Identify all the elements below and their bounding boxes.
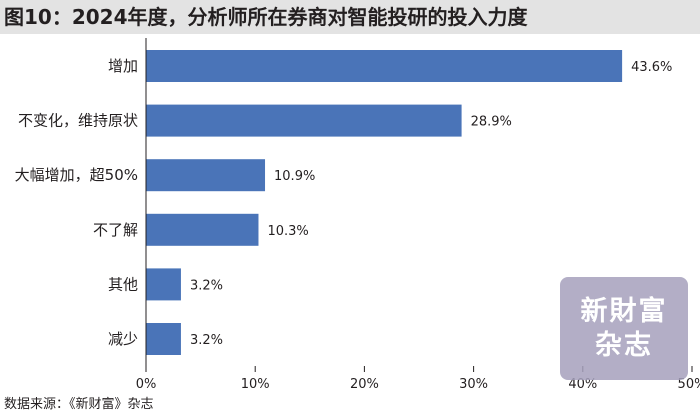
bar bbox=[146, 104, 462, 137]
bar bbox=[146, 213, 259, 246]
category-label: 减少 bbox=[108, 330, 138, 348]
x-tick-label: 0% bbox=[136, 377, 157, 392]
watermark-line1: 新財富 bbox=[580, 295, 668, 327]
category-label: 增加 bbox=[108, 57, 138, 75]
source-note: 数据来源：《新财富》杂志 bbox=[4, 397, 154, 412]
chart-title: 图10：2024年度，分析师所在券商对智能投研的投入力度 bbox=[0, 0, 700, 34]
bar bbox=[146, 50, 623, 82]
x-tick-label: 20% bbox=[350, 377, 379, 392]
category-label: 不变化，维持原状 bbox=[18, 112, 138, 130]
value-label: 3.2% bbox=[190, 333, 223, 348]
x-tick-label: 30% bbox=[459, 377, 488, 392]
category-label: 大幅增加，超50% bbox=[15, 166, 138, 184]
value-label: 3.2% bbox=[190, 278, 223, 293]
category-label: 不了解 bbox=[93, 221, 138, 239]
x-tick-label: 10% bbox=[241, 377, 270, 392]
bar bbox=[146, 268, 181, 301]
value-label: 10.9% bbox=[274, 169, 315, 184]
value-label: 10.3% bbox=[267, 224, 308, 239]
watermark-line2: 杂志 bbox=[595, 329, 653, 361]
watermark-logo: 新財富 杂志 bbox=[560, 277, 688, 380]
x-tick-label: 40% bbox=[568, 377, 597, 392]
value-label: 43.6% bbox=[631, 60, 672, 75]
category-label: 其他 bbox=[108, 275, 138, 293]
bar bbox=[146, 323, 181, 355]
bar bbox=[146, 159, 266, 192]
x-tick-label: 50% bbox=[678, 377, 700, 392]
value-label: 28.9% bbox=[471, 115, 512, 130]
bar-chart: 增加 43.6% 不变化，维持原状 28.9% 大幅增加，超50% 10.9% 不了解 10.… bbox=[15, 38, 700, 392]
